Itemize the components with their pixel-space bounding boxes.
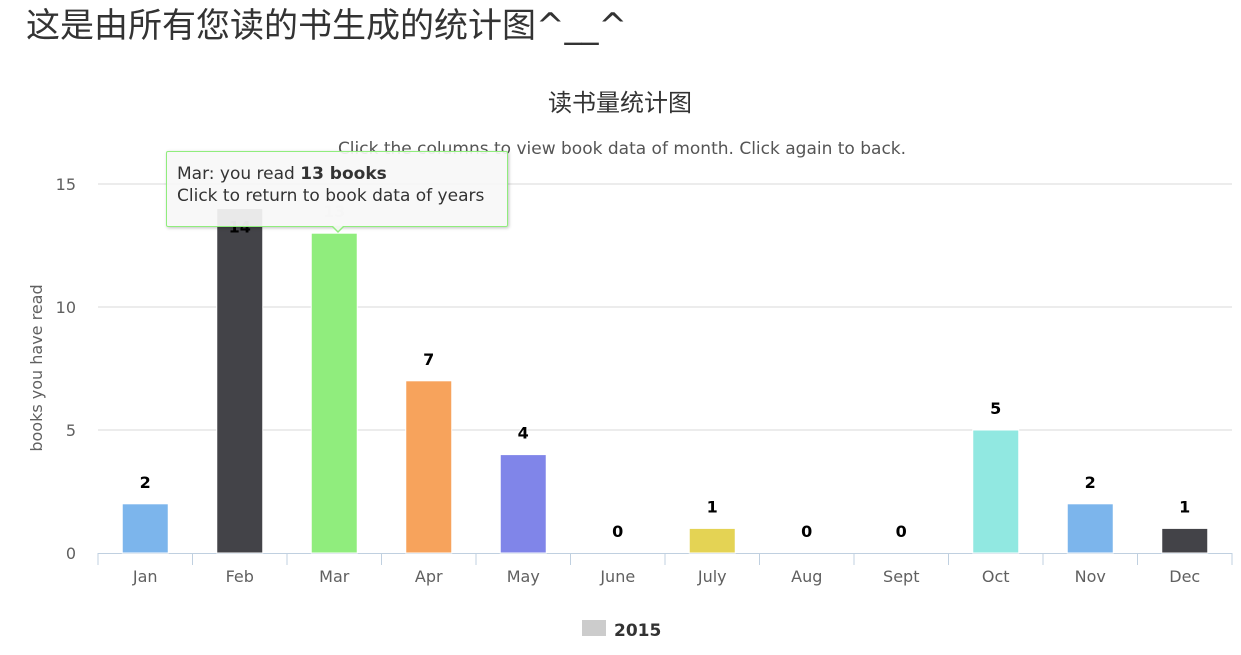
bar[interactable] [972,429,1020,554]
bar[interactable] [405,380,453,554]
data-label: 0 [612,522,623,541]
x-tick-label: July [697,567,727,586]
bar[interactable] [688,527,736,554]
tooltip-prefix: Mar: you read [177,164,301,184]
y-tick-label: 15 [56,175,76,194]
x-tick-label: Sept [883,567,919,586]
x-tick-label: Feb [226,567,254,586]
tooltip-count: 13 books [300,164,387,184]
tooltip: Mar: you read 13 books Click to return t… [166,151,508,233]
x-tick-label: Jan [132,567,158,586]
tooltip-line-2: Click to return to book data of years [177,186,485,206]
x-tick-label: Oct [982,567,1010,586]
data-label: 4 [518,424,529,443]
bar[interactable] [310,232,358,554]
y-tick-label: 0 [66,544,76,563]
bar[interactable] [121,503,169,554]
data-label: 2 [1085,473,1096,492]
legend[interactable]: 2015 [582,620,661,641]
x-tick-label: Apr [415,567,443,586]
data-label: 2 [140,473,151,492]
data-label: 5 [990,399,1001,418]
y-tick-label: 5 [66,421,76,440]
y-tick-label: 10 [56,298,76,317]
y-axis-title: books you have read [27,284,46,451]
tooltip-line-1: Mar: you read 13 books [177,163,497,185]
legend-swatch[interactable] [582,620,606,636]
bar[interactable] [1066,503,1114,554]
data-label: 1 [1179,497,1190,516]
x-tick-label: Nov [1075,567,1106,586]
data-label: 1 [707,497,718,516]
tooltip-arrow-inner [332,225,344,231]
data-label-layer: 21413740100521 [139,202,1192,542]
x-tick-label: June [599,567,635,586]
legend-label[interactable]: 2015 [614,621,661,641]
page-heading: 这是由所有您读的书生成的统计图^__^ [26,6,627,46]
chart-title: 读书量统计图 [548,89,692,117]
data-label: 7 [423,350,434,369]
x-tick-label: May [507,567,540,586]
x-tick-label: Mar [319,567,350,586]
bar[interactable] [499,454,547,554]
bar-layer[interactable] [121,208,1209,554]
x-tick-label: Aug [791,567,822,586]
bar[interactable] [1161,527,1209,554]
data-label: 0 [801,522,812,541]
x-tick-label: Dec [1169,567,1200,586]
data-label: 0 [896,522,907,541]
bar[interactable] [216,208,264,554]
